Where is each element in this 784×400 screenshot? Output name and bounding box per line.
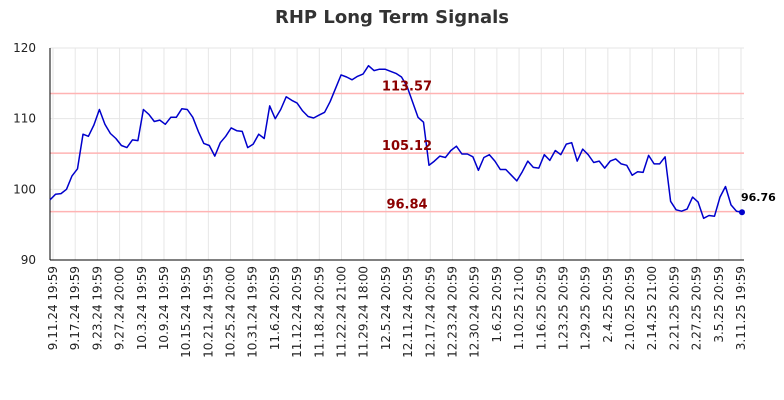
- x-tick-label: 9.27.24 20:00: [113, 266, 127, 350]
- x-tick-label: 11.6.24 20:59: [268, 266, 282, 350]
- x-tick-label: 10.31.24 19:59: [246, 266, 260, 358]
- x-tick-label: 12.30.24 20:59: [468, 266, 482, 358]
- x-tick-label: 10.15.24 19:59: [179, 266, 193, 358]
- x-tick-label: 1.6.25 20:59: [490, 266, 504, 343]
- x-tick-label: 1.29.25 20:59: [579, 266, 593, 350]
- labels: 9.11.24 19:59 9.17.24 19:59 9.23.24 19:59 9…: [13, 41, 776, 358]
- x-tick-label: 1.16.25 20:59: [534, 266, 548, 350]
- x-tick-label: 3.11.25 19:59: [734, 266, 748, 350]
- axes: [49, 48, 744, 261]
- x-tick-label: 10.3.24 19:59: [135, 266, 149, 350]
- x-tick-label: 11.22.24 21:00: [335, 266, 349, 358]
- y-tick-label: 90: [21, 253, 36, 267]
- x-tick-label: 9.11.24 19:59: [46, 266, 60, 350]
- x-tick-label: 11.18.24 20:59: [312, 266, 326, 358]
- x-tick-label: 10.25.24 20:00: [224, 266, 238, 358]
- x-tick-label: 12.11.24 20:59: [401, 266, 415, 358]
- x-tick-label: 1.23.25 20:59: [556, 266, 570, 350]
- reference-line-label: 105.12: [382, 139, 432, 154]
- series-layer: [49, 64, 745, 220]
- x-tick-label: 1.10.25 21:00: [512, 266, 526, 350]
- x-tick-label: 12.17.24 20:59: [423, 266, 437, 358]
- y-tick-label: 120: [13, 41, 36, 55]
- y-tick-label: 110: [13, 112, 36, 126]
- x-tick-label: 2.14.25 21:00: [645, 266, 659, 350]
- x-tick-label: 11.12.24 20:59: [290, 266, 304, 358]
- y-tick-label: 100: [13, 182, 36, 196]
- x-tick-label: 10.21.24 19:59: [201, 266, 215, 358]
- x-tick-label: 12.5.24 20:59: [379, 266, 393, 350]
- reference-lines: [50, 92, 744, 213]
- x-tick-label: 10.9.24 19:59: [157, 266, 171, 350]
- x-tick-label: 2.10.25 20:59: [623, 266, 637, 350]
- x-tick-label: 12.23.24 20:59: [445, 266, 459, 358]
- x-tick-label: 3.5.25 20:59: [712, 266, 726, 343]
- x-tick-label: 9.23.24 19:59: [90, 266, 104, 350]
- grid-layer: [50, 47, 744, 261]
- last-value-label: 96.76: [741, 191, 776, 204]
- reference-line-label: 96.84: [386, 198, 427, 213]
- last-point-marker: [739, 209, 745, 216]
- x-tick-label: 9.17.24 19:59: [68, 266, 82, 350]
- x-tick-label: 2.4.25 20:59: [601, 266, 615, 343]
- series-line: [49, 64, 743, 220]
- x-tick-label: 2.21.25 20:59: [667, 266, 681, 350]
- reference-line-label: 113.57: [382, 79, 432, 94]
- x-tick-label: 2.27.25 20:59: [690, 266, 704, 350]
- chart-title: RHP Long Term Signals: [274, 7, 510, 28]
- x-tick-label: 11.29.24 18:00: [357, 266, 371, 358]
